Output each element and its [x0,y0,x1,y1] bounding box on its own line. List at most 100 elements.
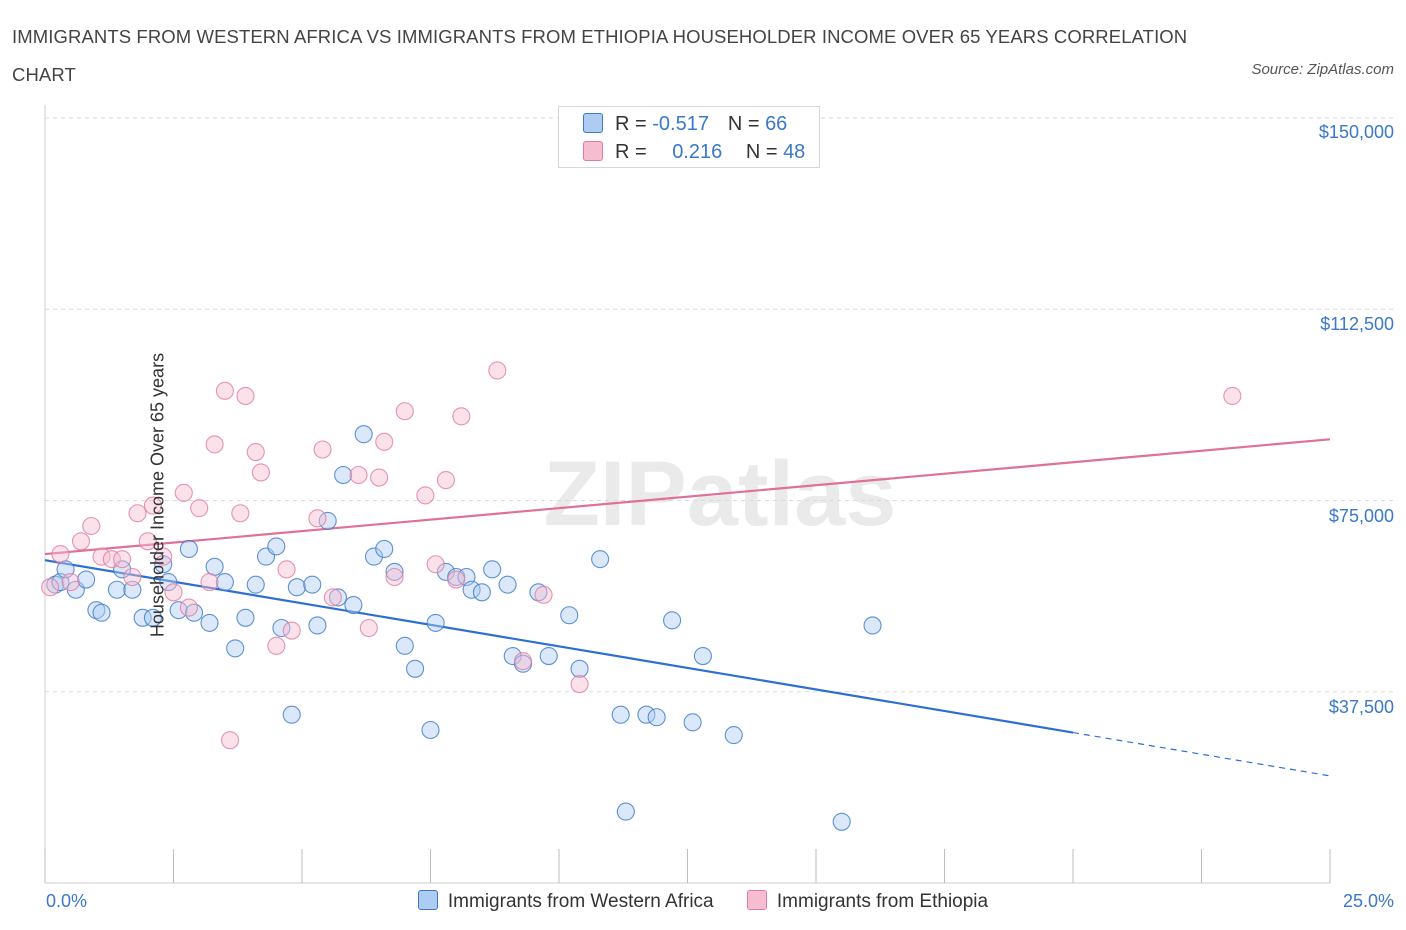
blue-swatch-icon [417,890,438,910]
ethiopia-point [82,516,101,536]
legend-item-ethiopia[interactable]: Immigrants from Ethiopia [746,890,988,913]
western-africa-point [246,575,265,594]
western-africa-point [647,708,666,727]
ethiopia-point [488,361,507,380]
western-africa-point [724,726,743,745]
western-africa-point [179,539,198,559]
ethiopia-point [436,471,455,490]
western-africa-point [287,578,306,597]
western-africa-point [406,659,425,678]
n-value-western-africa: 66 [765,113,788,135]
axes [44,105,1331,884]
western-africa-point [385,562,404,581]
western-africa-point [236,608,255,627]
trend-line-1 [44,438,1331,556]
ethiopia-point [220,731,240,750]
y-tick-label-150000: $150,000 [1318,122,1394,142]
chart-source: Source: ZipAtlas.com [1251,61,1394,78]
legend-row-ethiopia: R = 0.216 N = 48 [583,141,805,164]
western-africa-point [663,611,682,630]
ethiopia-point [375,432,394,451]
ethiopia-point [1223,386,1242,406]
ethiopia-point [359,618,378,638]
ethiopia-point [41,578,60,597]
western-africa-point [503,646,522,666]
western-africa-point [303,575,322,594]
ethiopia-point [452,407,471,426]
ethiopia-point [277,560,296,579]
ethiopia-point [246,442,265,462]
ethiopia-point [154,547,173,566]
ethiopia-point [513,652,533,671]
data-points [41,361,1242,831]
ethiopia-point [308,509,327,528]
western-africa-point [683,713,702,732]
western-africa-point [169,601,188,620]
ethiopia-point [313,440,332,459]
western-africa-point [344,595,363,615]
western-africa-point [159,573,178,592]
ethiopia-point [534,585,553,604]
western-africa-point [483,560,502,579]
western-africa-point [143,608,162,627]
western-africa-point [570,659,589,678]
blue-swatch-icon [583,113,603,133]
ethiopia-point [416,486,435,505]
ethiopia-point [385,567,404,587]
western-africa-point [46,575,65,594]
ethiopia-point [123,567,142,587]
grid-lines [45,117,1395,693]
y-tick-label-75000: $75,000 [1328,506,1394,526]
x-tick-label-max: 25.0% [1342,891,1394,911]
ethiopia-point [71,532,91,551]
ethiopia-point [92,547,111,566]
ethiopia-point [174,483,193,502]
western-africa-point [107,580,127,599]
ethiopia-point [370,468,389,487]
western-africa-point [123,580,142,599]
ethiopia-point [236,386,255,406]
western-africa-point [328,588,348,607]
trend-line-0 [44,559,1074,734]
series-legend: Immigrants from Western Africa Immigrant… [0,890,1406,913]
trend-line-extrapolated-0 [1072,731,1331,777]
ethiopia-point [282,621,301,640]
ethiopia-point [128,504,147,523]
western-africa-point [462,580,481,599]
western-africa-point [693,646,712,666]
ethiopia-point [426,555,445,574]
pink-swatch-icon [583,141,603,161]
western-africa-point [133,608,152,627]
ethiopia-point [164,583,183,602]
ethiopia-point [447,570,466,589]
western-africa-point [421,720,440,740]
western-africa-point [395,636,414,655]
r-value-western-africa: -0.517 [652,113,709,135]
correlation-legend: R = -0.517 N = 66 R = 0.216 N = 48 [558,106,820,168]
pink-swatch-icon [746,890,767,910]
y-tick-label-37500: $37,500 [1328,697,1394,717]
western-africa-point [205,557,224,576]
western-africa-point [616,802,635,821]
western-africa-point [334,465,353,485]
western-africa-point [308,616,327,635]
y-axis-label: Householder Income Over 65 years [147,352,168,638]
ethiopia-point [102,550,121,569]
legend-item-western-africa[interactable]: Immigrants from Western Africa [417,890,714,913]
ethiopia-point [143,496,162,515]
western-africa-point [472,583,491,602]
western-africa-point [92,603,111,622]
ethiopia-point [179,598,198,617]
western-africa-point [375,539,394,559]
ethiopia-point [61,573,80,592]
western-africa-point [282,705,301,724]
ethiopia-point [570,675,589,694]
western-africa-point [200,613,219,632]
western-africa-point [77,570,96,589]
western-africa-point [318,511,337,530]
western-africa-point [354,425,373,444]
ethiopia-point [267,636,286,655]
legend-row-western-africa: R = -0.517 N = 66 [583,113,787,136]
western-africa-point [832,812,851,831]
